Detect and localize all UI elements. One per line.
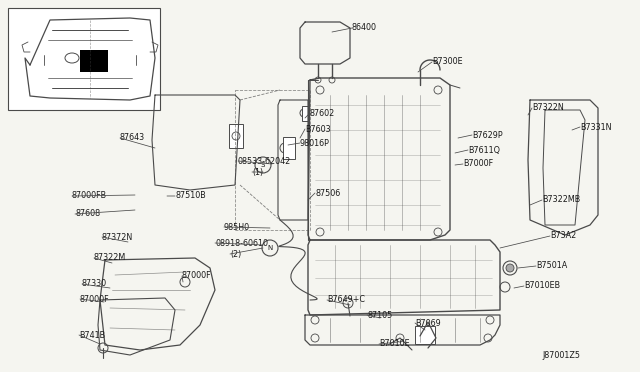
Text: 87602: 87602	[310, 109, 335, 118]
Text: B7322MB: B7322MB	[542, 196, 580, 205]
Text: B7603: B7603	[305, 125, 331, 134]
Text: 87330: 87330	[82, 279, 107, 289]
Text: (2): (2)	[230, 250, 241, 259]
Text: B7611Q: B7611Q	[468, 145, 500, 154]
Text: 86400: 86400	[352, 23, 377, 32]
Ellipse shape	[65, 53, 79, 63]
Text: 87000FB: 87000FB	[72, 192, 107, 201]
Text: B7010EB: B7010EB	[524, 282, 560, 291]
Text: (1): (1)	[252, 167, 263, 176]
Text: B741B: B741B	[79, 330, 105, 340]
Text: B73A2: B73A2	[550, 231, 576, 241]
FancyBboxPatch shape	[229, 124, 243, 148]
Text: S: S	[261, 162, 265, 168]
Text: B7300E: B7300E	[432, 58, 463, 67]
FancyBboxPatch shape	[283, 137, 295, 159]
Text: J87001Z5: J87001Z5	[542, 352, 580, 360]
FancyBboxPatch shape	[8, 8, 160, 110]
Text: 87322M: 87322M	[94, 253, 126, 263]
Text: B7010E: B7010E	[379, 340, 410, 349]
Text: B7629P: B7629P	[472, 131, 502, 140]
Text: N: N	[268, 245, 273, 251]
Text: 87608: 87608	[75, 209, 100, 218]
Text: B7331N: B7331N	[580, 122, 611, 131]
Text: B7322N: B7322N	[532, 103, 564, 112]
Text: 08533-62042: 08533-62042	[238, 157, 291, 166]
Text: 98016P: 98016P	[300, 138, 330, 148]
Text: 87506: 87506	[315, 189, 340, 198]
Text: 87000F: 87000F	[182, 272, 212, 280]
Text: 87105: 87105	[367, 311, 392, 320]
Text: B7649+C: B7649+C	[327, 295, 365, 305]
Text: 985H0: 985H0	[224, 222, 250, 231]
Text: 87000F: 87000F	[80, 295, 109, 304]
FancyBboxPatch shape	[415, 326, 435, 344]
Text: B7000F: B7000F	[463, 160, 493, 169]
Text: B7069: B7069	[415, 318, 441, 327]
Text: 87510B: 87510B	[175, 192, 205, 201]
FancyBboxPatch shape	[80, 50, 108, 72]
FancyBboxPatch shape	[301, 106, 308, 121]
Circle shape	[506, 264, 514, 272]
Text: 08918-60610: 08918-60610	[215, 238, 268, 247]
Text: 87372N: 87372N	[102, 232, 133, 241]
Text: 87643: 87643	[120, 134, 145, 142]
Text: B7501A: B7501A	[536, 262, 567, 270]
